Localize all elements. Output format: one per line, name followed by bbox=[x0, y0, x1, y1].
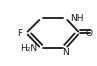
Text: N: N bbox=[63, 48, 69, 57]
Text: O: O bbox=[85, 29, 92, 37]
Text: F: F bbox=[17, 29, 22, 37]
Text: H₂N: H₂N bbox=[20, 44, 37, 53]
Text: NH: NH bbox=[70, 14, 83, 23]
